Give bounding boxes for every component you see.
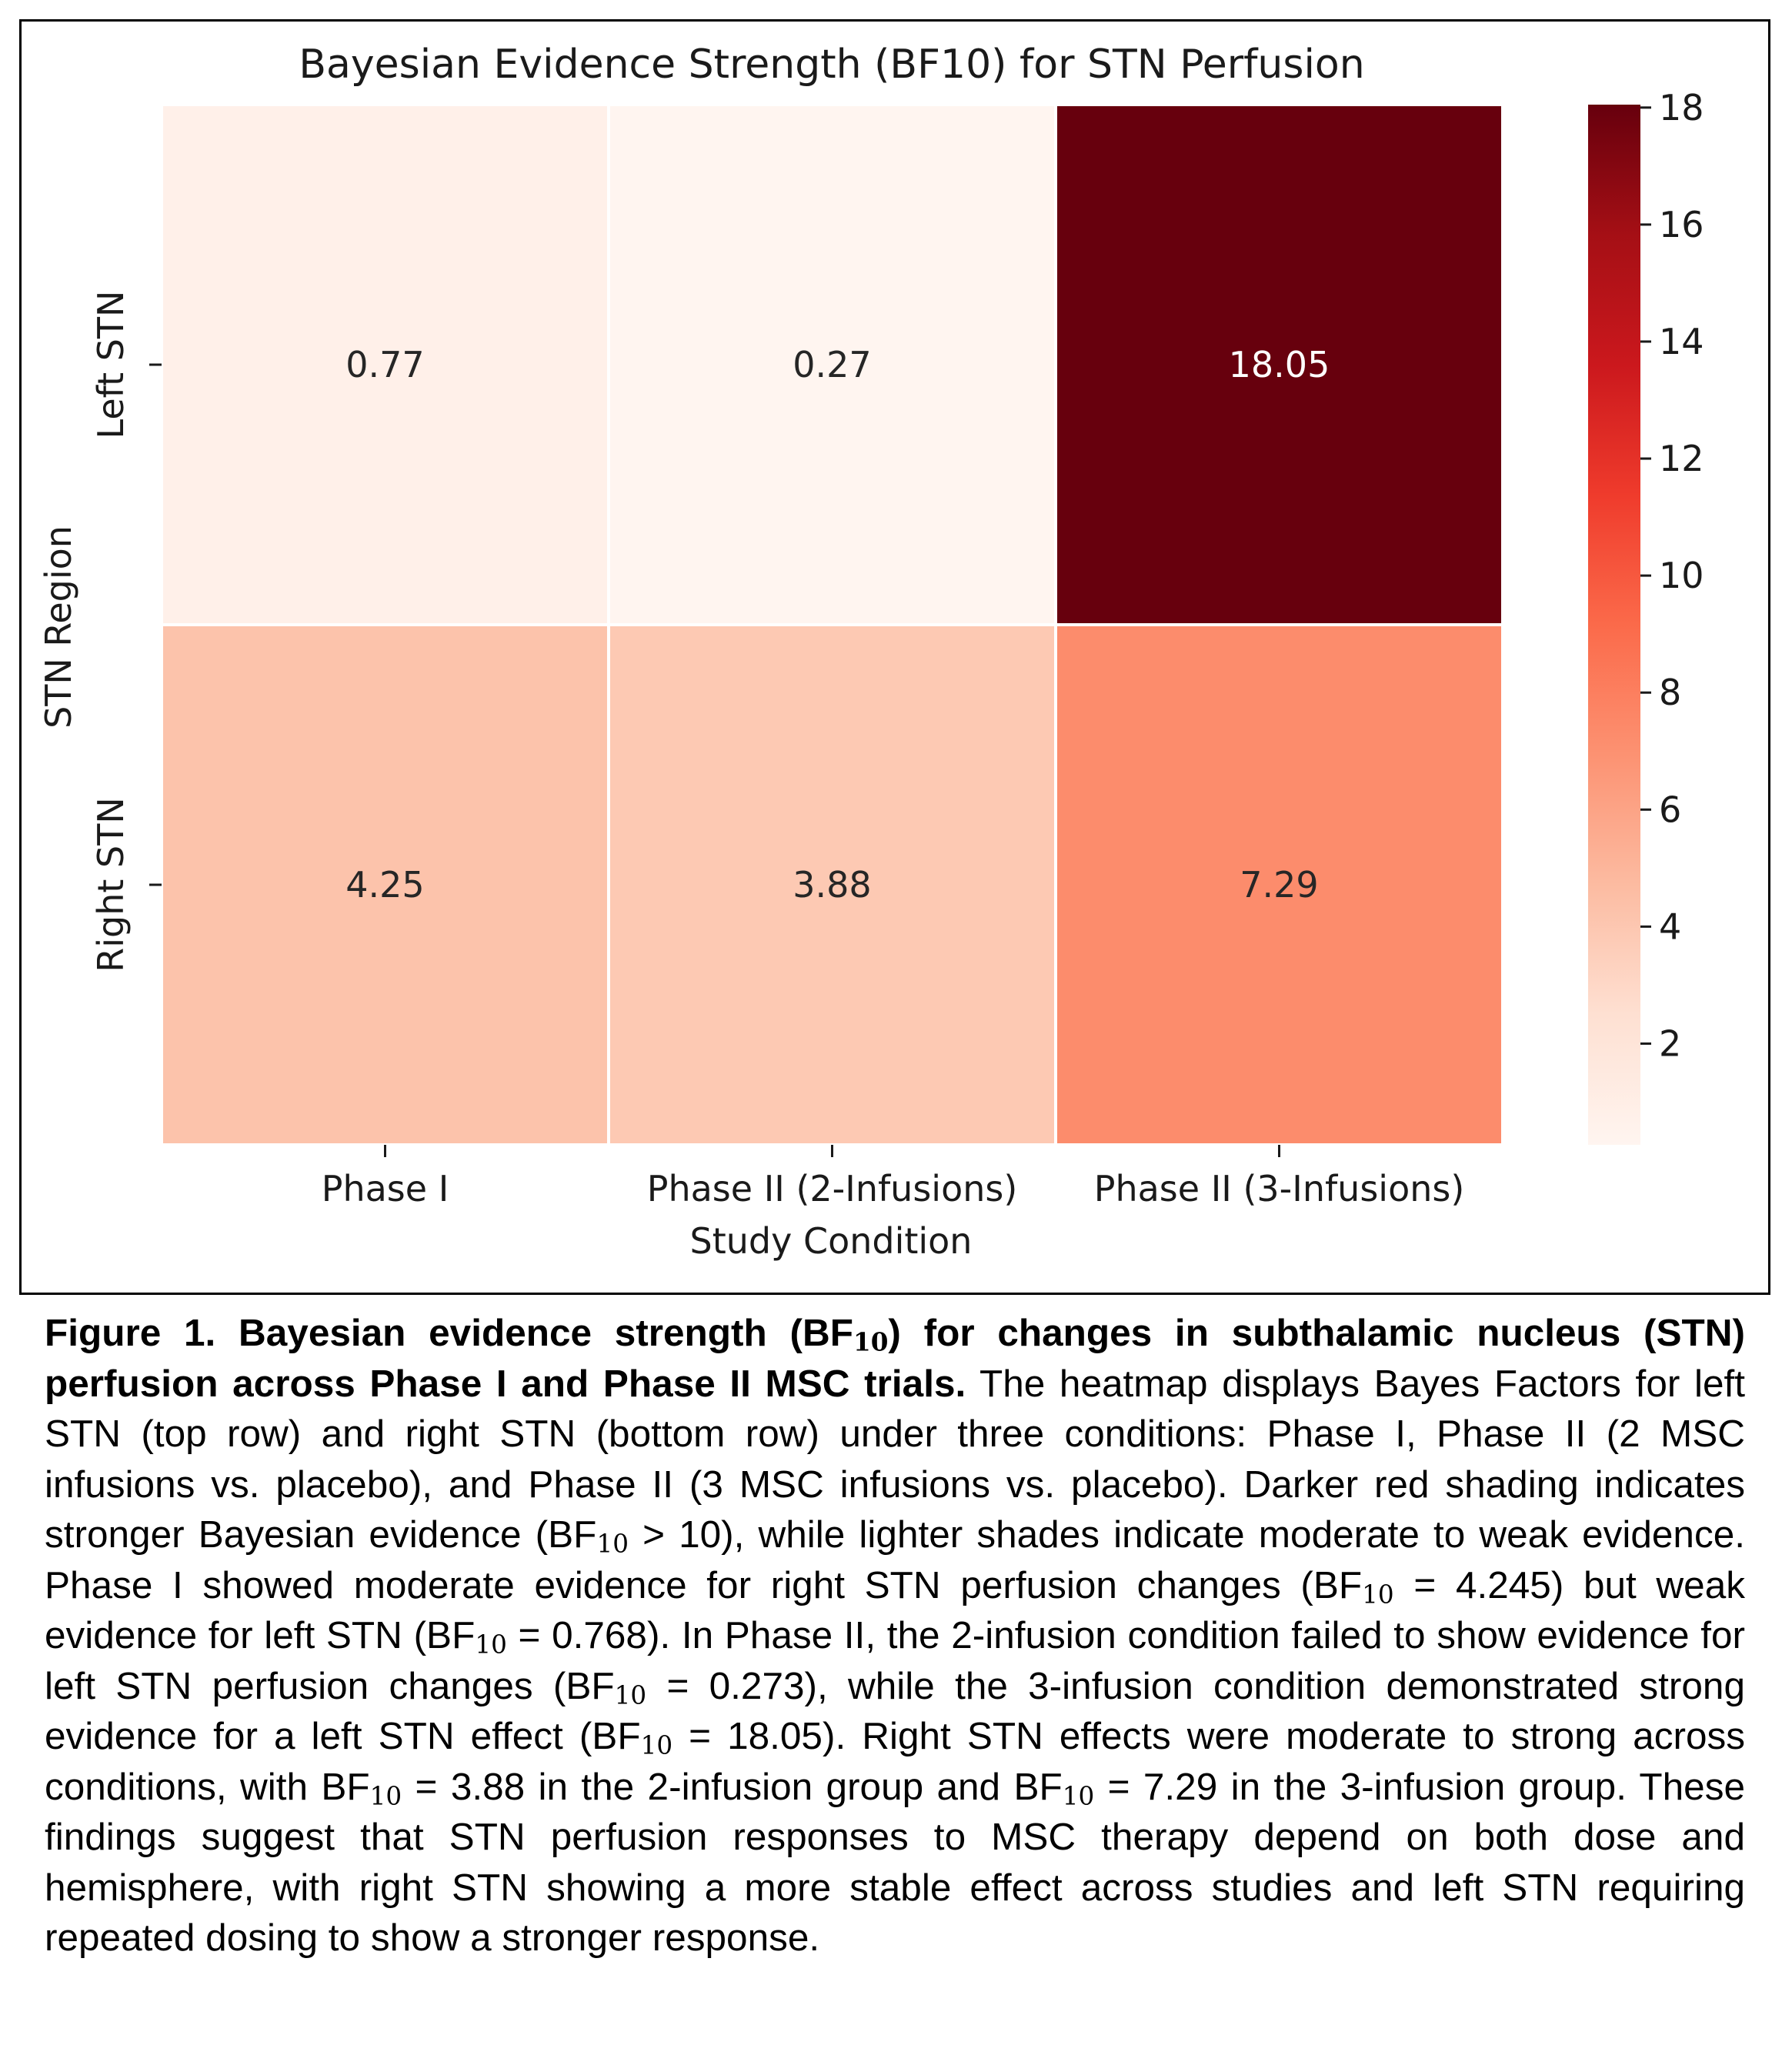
y-tick-label: Right STN <box>90 797 132 972</box>
caption-bold-lead: Figure 1. Bayesian evidence strength (BF… <box>45 1312 1745 1405</box>
heatmap-cell <box>160 623 610 1146</box>
y-axis-ticks: Left STN Right STN <box>90 291 162 972</box>
colorbar-tick-label: 10 <box>1659 555 1704 596</box>
heatmap-cell <box>1054 103 1504 626</box>
y-tick-label: Left STN <box>90 291 132 439</box>
heatmap-cell-labels: 0.77 0.27 18.05 4.25 3.88 7.29 <box>345 344 1330 906</box>
chart-title: Bayesian Evidence Strength (BF10) for ST… <box>299 42 1364 88</box>
x-axis-ticks: Phase I Phase II (2-Infusions) Phase II (3… <box>322 1145 1465 1209</box>
heatmap-cell <box>607 623 1057 1146</box>
colorbar-tick-label: 12 <box>1659 438 1704 479</box>
colorbar-tick-label: 4 <box>1659 906 1681 947</box>
heatmap-cell-label: 0.77 <box>345 344 424 385</box>
colorbar <box>1588 105 1640 1145</box>
x-tick-label: Phase II (3-Infusions) <box>1094 1168 1465 1209</box>
colorbar-tick-label: 18 <box>1659 87 1704 128</box>
y-axis-label: STN Region <box>38 525 79 729</box>
colorbar-tick-label: 14 <box>1659 321 1704 362</box>
x-tick-label: Phase II (2-Infusions) <box>647 1168 1018 1209</box>
colorbar-tick-label: 2 <box>1659 1022 1681 1064</box>
colorbar-ticks: 2 4 6 8 10 12 14 16 18 <box>1640 87 1704 1064</box>
heatmap-cell-label: 18.05 <box>1229 344 1330 385</box>
colorbar-tick-label: 16 <box>1659 204 1704 245</box>
figure-caption: Figure 1. Bayesian evidence strength (BF… <box>45 1312 1745 1959</box>
heatmap-cell <box>1054 623 1504 1146</box>
heatmap-cell <box>607 103 1057 626</box>
colorbar-tick-label: 6 <box>1659 789 1681 830</box>
x-tick-label: Phase I <box>322 1168 449 1209</box>
colorbar-tick-label: 8 <box>1659 672 1681 713</box>
heatmap-cell-label: 3.88 <box>793 864 871 906</box>
heatmap-cell-label: 0.27 <box>793 344 871 385</box>
heatmap-cell-label: 4.25 <box>345 864 424 906</box>
heatmap-cells <box>160 103 1504 1146</box>
heatmap-cell-label: 7.29 <box>1240 864 1318 906</box>
x-axis-label: Study Condition <box>690 1220 973 1262</box>
heatmap-chart: Bayesian Evidence Strength (BF10) for ST… <box>38 42 1704 1262</box>
heatmap-cell <box>160 103 610 626</box>
